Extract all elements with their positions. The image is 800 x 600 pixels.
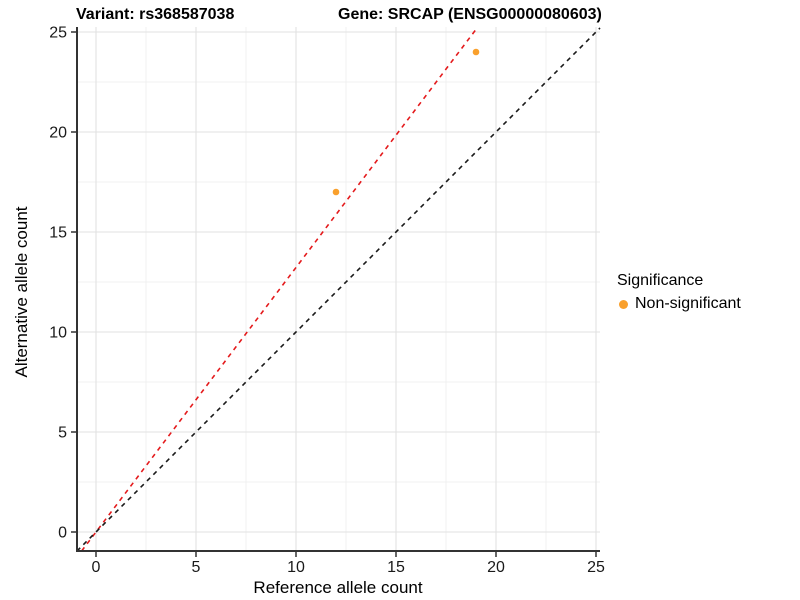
- legend-title: Significance: [617, 272, 704, 289]
- y-tick-label: 0: [58, 525, 67, 542]
- variant-title: Variant: rs368587038: [76, 6, 235, 23]
- x-tick-label: 25: [587, 559, 605, 576]
- legend-item-label: Non-significant: [635, 295, 741, 312]
- gene-title: Gene: SRCAP (ENSG00000080603): [338, 6, 602, 23]
- identity-line: [76, 27, 601, 552]
- x-tick-label: 0: [92, 559, 101, 576]
- x-tick-label: 20: [487, 559, 505, 576]
- y-tick-label: 15: [49, 225, 67, 242]
- y-tick-label: 20: [49, 125, 67, 142]
- y-axis-title: Alternative allele count: [12, 206, 31, 378]
- x-tick-label: 10: [287, 559, 305, 576]
- y-tick-label: 25: [49, 25, 67, 42]
- x-tick-label: 5: [192, 559, 201, 576]
- legend-point-icon: [619, 299, 628, 309]
- data-point: [472, 48, 480, 56]
- y-tick-label: 10: [49, 325, 67, 342]
- x-tick-label: 15: [387, 559, 405, 576]
- legend-item: Non-significant: [617, 295, 741, 313]
- data-point: [332, 188, 340, 196]
- fitted-ratio-line: [80, 26, 479, 552]
- x-axis-title: Reference allele count: [253, 578, 423, 597]
- y-tick-label: 5: [58, 425, 67, 442]
- legend: Significance Non-significant: [617, 272, 741, 313]
